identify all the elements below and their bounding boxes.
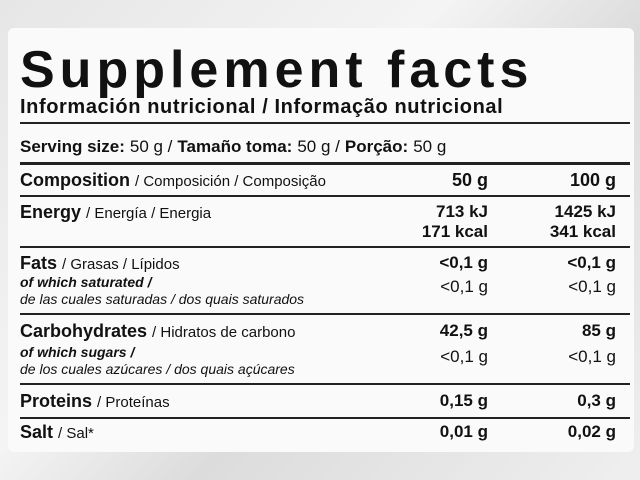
- value: 100 g: [569, 170, 616, 190]
- value: 713 kJ: [436, 202, 488, 221]
- title: Supplement facts: [20, 41, 534, 99]
- serving-part: 50 g /: [129, 137, 173, 156]
- serving-part: Tamaño toma:: [177, 137, 293, 156]
- serving-part: 50 g: [413, 137, 447, 156]
- nutrient-translations: / Sal*: [58, 425, 94, 442]
- nutrient-translations: / Hidratos de carbono: [152, 324, 296, 341]
- value: <0,1 g: [567, 253, 616, 272]
- row-label: Energy / Energía / Energia: [20, 202, 211, 222]
- value: 0,15 g: [439, 391, 488, 410]
- row-label: Salt / Sal*: [20, 422, 94, 442]
- divider: [20, 162, 630, 165]
- nutrient-name: Carbohydrates: [20, 321, 148, 341]
- divider: [20, 313, 630, 315]
- value: 171 kcal: [421, 222, 488, 241]
- sub-translations: de las cuales saturadas / dos quais satu…: [20, 291, 305, 307]
- row-label: Proteins / Proteínas: [20, 391, 170, 411]
- serving-size: Serving size: 50 g / Tamaño toma: 50 g / Por…: [20, 137, 451, 157]
- divider: [20, 417, 630, 419]
- value: 50 g: [451, 170, 488, 190]
- value: 85 g: [581, 321, 616, 340]
- value: <0,1 g: [568, 277, 616, 296]
- nutrient-translations: / Energía / Energia: [86, 205, 212, 222]
- value: <0,1 g: [439, 253, 488, 272]
- nutrient-name: Proteins: [20, 391, 93, 411]
- nutrient-name: Salt: [20, 422, 54, 442]
- nutrient-name: Energy: [20, 202, 82, 222]
- divider: [20, 195, 630, 197]
- serving-part: Porção:: [344, 137, 409, 156]
- sub-translations: de los cuales azúcares / dos quais açúca…: [20, 361, 295, 377]
- value: <0,1 g: [440, 347, 488, 366]
- sub-label: of which saturated /: [20, 274, 152, 290]
- value: <0,1 g: [440, 277, 488, 296]
- sub-label: of which sugars /: [20, 344, 135, 360]
- nutrient-translations: / Proteínas: [97, 394, 170, 411]
- nutrient-name: Fats: [20, 253, 58, 273]
- serving-part: 50 g /: [297, 137, 340, 156]
- value: 0,3 g: [577, 391, 616, 410]
- value: 0,02 g: [567, 422, 616, 441]
- nutrient-translations: / Grasas / Lípidos: [62, 256, 180, 273]
- header-name: Composition: [20, 170, 130, 190]
- subtitle: Información nutricional / Informação nut…: [20, 96, 504, 118]
- divider: [20, 246, 630, 248]
- value: <0,1 g: [568, 347, 616, 366]
- value: 341 kcal: [549, 222, 616, 241]
- header-label: Composition / Composición / Composição: [20, 170, 326, 190]
- divider: [20, 122, 630, 124]
- row-label: Carbohydrates / Hidratos de carbono: [20, 321, 295, 341]
- nutrition-label: Supplement facts Información nutricional…: [8, 28, 634, 452]
- divider: [20, 383, 630, 385]
- header-translations: / Composición / Composição: [135, 173, 326, 190]
- value: 42,5 g: [439, 321, 488, 340]
- value: 1425 kJ: [554, 202, 616, 221]
- row-label: Fats / Grasas / Lípidos: [20, 253, 180, 273]
- value: 0,01 g: [439, 422, 488, 441]
- serving-part: Serving size:: [20, 137, 125, 156]
